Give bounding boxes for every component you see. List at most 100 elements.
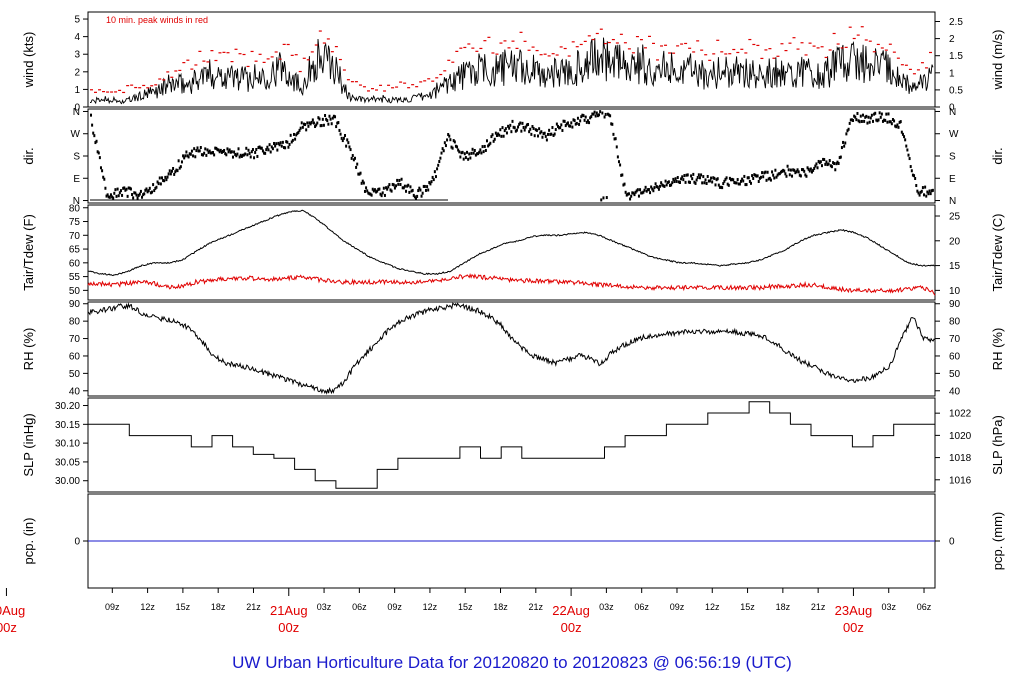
series-mark-direction — [392, 183, 395, 187]
series-mark-direction — [187, 155, 190, 159]
series-mark-direction — [357, 172, 360, 176]
series-mark-direction — [189, 152, 192, 156]
series-mark-direction — [259, 146, 262, 150]
series-mark-direction — [264, 151, 267, 155]
series-mark-direction — [106, 193, 109, 197]
series-mark-direction — [407, 183, 410, 187]
series-mark-direction — [281, 140, 284, 144]
series-mark-direction — [329, 117, 332, 121]
series-mark-direction — [362, 181, 365, 185]
series-mark-direction — [647, 188, 650, 192]
x-tick-label: 18z — [211, 602, 226, 612]
series-mark-direction — [741, 177, 744, 181]
series-mark-direction — [294, 137, 297, 141]
y-axis-title-right: SLP (hPa) — [990, 415, 1005, 475]
series-mark-direction — [302, 122, 305, 126]
series-mark-direction — [807, 167, 810, 171]
series-mark-direction — [799, 174, 802, 178]
series-mark-direction — [136, 196, 139, 200]
series-mark-direction — [269, 150, 272, 154]
series-mark-direction — [907, 153, 910, 157]
series-mark-direction — [715, 178, 718, 182]
series-mark-direction — [255, 147, 258, 151]
series-mark-direction — [132, 196, 135, 200]
panel-6: 0 0 pcp. (in) pcp. (mm) — [21, 493, 1005, 589]
series-mark-direction — [138, 192, 141, 196]
y-tick-label-left: 65 — [69, 245, 81, 256]
series-mark-direction — [183, 156, 186, 160]
series-mark-direction — [414, 196, 417, 200]
series-mark-direction — [99, 166, 102, 170]
y-tick-label-right: 0 — [949, 103, 955, 114]
series-mark-direction — [703, 181, 706, 185]
series-mark-direction — [275, 142, 278, 146]
series-mark-direction — [713, 176, 716, 180]
series-mark-direction — [870, 113, 873, 117]
y-tick-label-left: 5 — [74, 15, 80, 26]
series-mark-direction — [265, 148, 268, 152]
series-mark-direction — [322, 123, 325, 127]
panel-frame — [87, 397, 936, 493]
series-mark-direction — [398, 178, 401, 182]
series-mark-direction — [913, 174, 916, 178]
series-mark-direction — [873, 112, 876, 116]
series-mark-direction — [897, 125, 900, 129]
series-mark-direction — [441, 147, 444, 151]
series-mark-direction — [899, 120, 902, 124]
series-mark-direction — [867, 115, 870, 119]
series-mark-direction — [427, 188, 430, 192]
series-mark-direction — [429, 182, 432, 186]
series-mark-direction — [254, 150, 257, 154]
series-mark-direction — [337, 121, 340, 125]
series-mark-direction — [311, 118, 314, 122]
series-mark-direction — [835, 162, 838, 166]
x-tick-label: 12z — [140, 602, 155, 612]
series-mark-direction — [696, 176, 699, 180]
y-tick-label-right: 20 — [949, 236, 961, 247]
y-tick-label-right: 50 — [949, 369, 961, 380]
series-mark-direction — [695, 178, 698, 182]
series-mark-direction — [356, 162, 359, 166]
series-mark-direction — [276, 148, 279, 152]
series-mark-direction — [604, 112, 607, 116]
series-mark-direction — [345, 144, 348, 148]
panel-frame — [87, 301, 936, 397]
y-tick-label-left: E — [73, 174, 80, 185]
series-mark-direction — [543, 131, 546, 135]
series-mark-direction — [632, 191, 635, 195]
series-mark-direction — [286, 140, 289, 144]
series-mark-direction — [209, 151, 212, 155]
series-mark-direction — [864, 115, 867, 119]
series-mark-direction — [712, 176, 715, 180]
x-tick-label: 15z — [176, 602, 191, 612]
series-mark-direction — [482, 150, 485, 154]
series-mark-direction — [916, 189, 919, 193]
series-mark-direction — [675, 179, 678, 183]
series-mark-direction — [195, 149, 198, 153]
series-mark-direction — [887, 112, 890, 116]
series-mark-direction — [756, 174, 759, 178]
series-mark-direction — [338, 128, 341, 132]
series-mark-direction — [421, 191, 424, 195]
series-mark-direction — [207, 150, 210, 154]
series-mark-direction — [748, 179, 751, 183]
series-mark-direction — [514, 129, 517, 133]
series-mark-direction — [456, 145, 459, 149]
series-mark-direction — [662, 184, 665, 188]
series-mark-direction — [452, 139, 455, 143]
y-tick-label-right: 70 — [949, 334, 961, 345]
series-mark-direction — [280, 144, 283, 148]
series-mark-direction — [368, 192, 371, 196]
series-mark-direction — [541, 135, 544, 139]
series-mark-direction — [693, 180, 696, 184]
series-mark-direction — [447, 133, 450, 137]
series-mark-direction — [733, 181, 736, 185]
series-mark-direction — [378, 187, 381, 191]
y-tick-label-right: 15 — [949, 261, 961, 272]
series-mark-direction — [405, 189, 408, 193]
series-mark-direction — [454, 144, 457, 148]
series-mark-direction — [923, 193, 926, 197]
series-mark-direction — [479, 148, 482, 152]
series-mark-direction — [285, 140, 288, 144]
